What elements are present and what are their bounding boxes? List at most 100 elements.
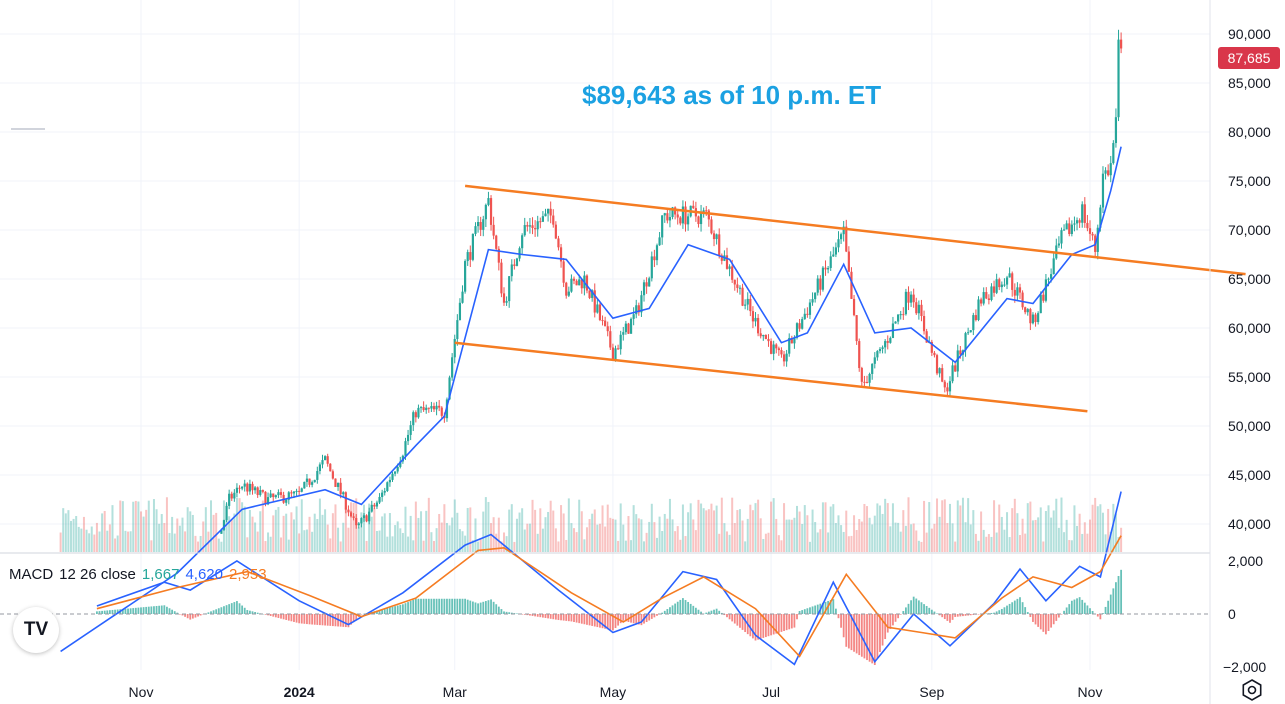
candle-body [318,464,322,472]
macd-histogram-bar [1016,598,1019,614]
macd-histogram-bar [837,614,840,619]
candle-body [710,219,713,234]
volume-bar [181,517,184,552]
candle-body [702,210,705,212]
candle-body [728,266,731,269]
candle-body [912,294,915,303]
macd-histogram-bar [471,601,474,614]
candle-body [661,215,664,238]
macd-histogram-bar [593,614,596,627]
macd-histogram-bar [399,604,402,614]
macd-histogram-bar [1078,597,1081,614]
macd-histogram-bar [407,602,409,614]
candle-body [1109,163,1112,176]
settings-icon[interactable] [1241,679,1263,701]
candle-body [572,278,576,281]
macd-histogram-bar [1068,604,1071,614]
volume-bar [357,527,360,552]
candle-body [964,333,967,351]
candle-body [471,233,474,260]
volume-bar [513,541,516,552]
macd-histogram-bar [666,609,669,614]
candle-body [344,492,347,510]
macd-histogram-bar [682,598,684,614]
macd-histogram-bar [510,612,513,614]
macd-histogram-bar [718,610,721,614]
volume-bar [331,513,334,552]
volume-bar [972,510,975,552]
macd-histogram-bar [412,599,415,614]
candle-body [513,264,516,266]
time-tick-label: Sep [919,684,944,700]
volume-bar [142,516,145,552]
macd-histogram-bar [562,614,565,621]
macd-histogram-bar [806,608,809,614]
candle-body [741,287,744,306]
candle-body [609,331,612,348]
volume-bar [277,507,280,552]
macd-histogram-bar [544,614,547,618]
macd-histogram-bar [116,609,119,614]
price-axis: 40,000 45,000 50,000 55,000 60,000 65,000 70,0… [1228,26,1271,532]
candle-body [837,239,840,248]
macd-histogram-bar [993,612,995,614]
volume-bar [396,521,399,552]
macd-histogram-bar [1112,588,1115,614]
tradingview-logo[interactable]: TV [13,607,59,653]
macd-histogram-bar [1120,569,1123,614]
volume-bar [383,513,386,552]
candle-body [777,348,780,351]
candle-body [990,286,993,300]
candle-body [933,352,936,356]
volume-bar [417,517,420,552]
candle-body [534,228,537,230]
volume-bar [114,538,117,552]
macd-legend-name: MACD [9,566,54,583]
candle-body [417,407,420,418]
macd-legend[interactable]: MACD 12 26 close 1,667 4,620 2,953 [9,566,273,583]
candle-body [749,298,752,312]
candle-body [679,217,682,224]
candle-body [767,338,770,342]
volume-bar [661,531,664,552]
candle-body [261,490,264,492]
macd-histogram-bar [783,614,785,632]
candle-body [567,291,570,296]
volume-bar [912,523,915,552]
volume-bar [720,497,723,552]
macd-histogram-bar [363,613,365,615]
macd-histogram-bar [285,614,288,620]
volume-bar [876,503,879,552]
volume-bar [681,504,684,552]
macd-histogram-bar [313,614,316,625]
candle-body [720,255,723,261]
macd-histogram-bar [217,608,220,614]
volume-bar [235,497,238,552]
macd-histogram-bar [293,614,295,622]
collapse-mark[interactable] [11,128,45,130]
volume-bar [246,537,249,552]
volume-bar [689,503,692,552]
macd-axis: 2,000 0 −2,000 [1223,553,1266,675]
volume-bar [80,528,83,552]
macd-histogram-bar [801,610,804,614]
volume-bar [152,499,155,552]
candle-body [985,292,988,299]
macd-histogram-bar [832,599,835,614]
volume-bar [871,524,874,552]
volume-bar [311,531,314,552]
macd-histogram-bar [417,598,420,614]
macd-histogram-bar [1042,614,1045,632]
volume-bar [347,527,350,552]
macd-histogram-bar [147,606,150,614]
candle-body [464,261,467,292]
volume-bar [62,508,65,552]
macd-histogram-bar [331,614,334,627]
macd-tick-label: 0 [1228,606,1236,622]
candle-body [461,291,464,303]
volume-bar [324,509,327,552]
volume-bar [547,511,550,552]
volume-bar [1044,511,1047,552]
candle-body [323,456,327,461]
